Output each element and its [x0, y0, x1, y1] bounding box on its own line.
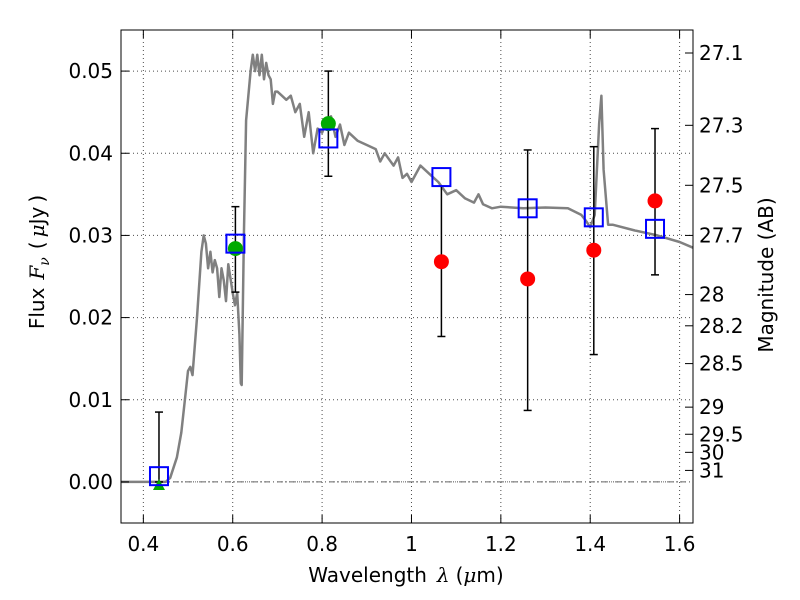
model-band-point — [148, 466, 169, 487]
y2-tick-label: 28.2 — [699, 314, 744, 338]
model-band-point — [225, 233, 246, 254]
grid — [121, 30, 693, 523]
y2-tick-label: 29.5 — [699, 422, 744, 446]
model-band-point — [583, 207, 604, 228]
y-tick-label: 0.02 — [68, 306, 113, 330]
y-tick-label: 0.00 — [68, 470, 113, 494]
y-tick-labels: 0.00 0.01 0.02 0.03 0.04 0.05 — [68, 59, 113, 494]
observed_green-point — [320, 116, 336, 132]
observed-point — [647, 193, 663, 209]
model-band-point — [517, 198, 538, 219]
observed-point — [433, 254, 449, 270]
y2-tick-label: 29 — [699, 395, 724, 419]
x-tick-label: 1 — [405, 532, 418, 556]
model-band-point — [431, 167, 452, 188]
y-tick-label: 0.05 — [68, 59, 113, 83]
y2-tick-label: 27.5 — [699, 173, 744, 197]
x-tick-label: 0.8 — [306, 532, 338, 556]
observed-point — [586, 242, 602, 258]
model-band-point — [645, 218, 666, 239]
markers — [148, 116, 666, 491]
y2-tick-label: 27.7 — [699, 223, 744, 247]
y2-axis-label: Magnitude (AB) — [754, 197, 778, 352]
x-tick-label: 1.2 — [485, 532, 517, 556]
x-tick-label: 1.4 — [574, 532, 606, 556]
y-tick-label: 0.04 — [68, 141, 113, 165]
observed-point — [520, 271, 536, 287]
y2-tick-label: 28 — [699, 283, 724, 307]
y2-tick-label: 27.1 — [699, 41, 744, 65]
y-tick-label: 0.03 — [68, 223, 113, 247]
sed-curve — [121, 53, 694, 484]
y2-tick-label: 27.3 — [699, 113, 744, 137]
y2-tick-label: 28.5 — [699, 352, 744, 376]
x-tick-labels: 0.4 0.6 0.8 1 1.2 1.4 1.6 — [127, 532, 695, 556]
y-tick-label: 0.01 — [68, 388, 113, 412]
model-band-point — [318, 128, 339, 149]
sed-model-line — [121, 53, 694, 484]
y-axis-label: FluxFν(μJy) — [25, 195, 53, 329]
x-tick-label: 0.6 — [217, 532, 249, 556]
axis-ticks — [121, 30, 693, 523]
observed_green-point — [227, 241, 243, 257]
x-tick-label: 1.6 — [664, 532, 696, 556]
y2-tick-label: 31 — [699, 458, 724, 482]
x-axis-label: Wavelength λ (μm) — [308, 563, 503, 587]
x-tick-label: 0.4 — [127, 532, 159, 556]
plot-frame — [120, 29, 694, 524]
y2-tick-label: 30 — [699, 440, 724, 464]
